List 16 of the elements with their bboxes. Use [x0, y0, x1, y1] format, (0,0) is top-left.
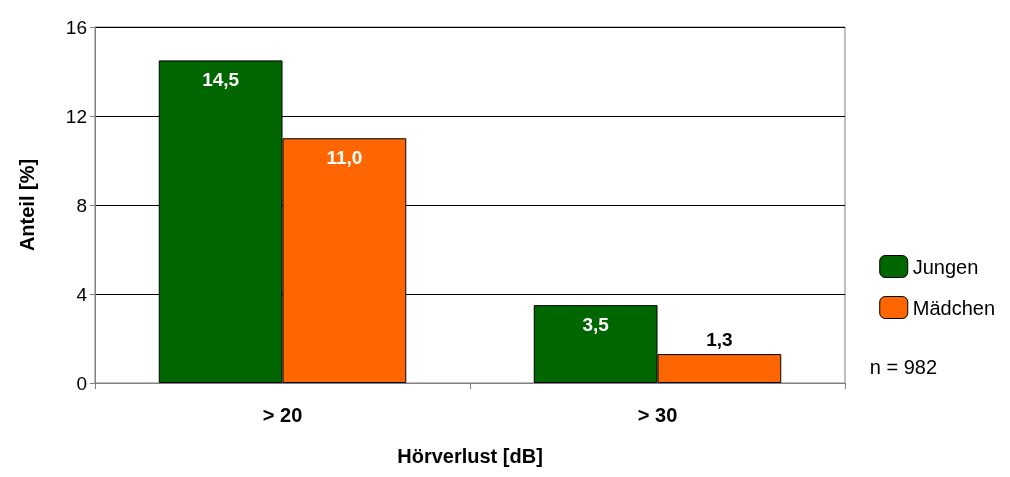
y-tick-label: 0 [76, 372, 87, 394]
legend-label: Jungen [912, 255, 979, 278]
x-tick-label: > 30 [637, 404, 678, 426]
y-tick-label: 16 [65, 16, 87, 38]
data-label: 1,3 [706, 329, 733, 351]
y-axis-title: Anteil [%] [16, 158, 38, 252]
data-label: 11,0 [326, 147, 363, 169]
y-tick-label: 12 [65, 105, 87, 127]
x-tick-label: > 20 [262, 404, 303, 426]
data-label: 14,5 [202, 69, 240, 91]
legend-label: Mädchen [912, 296, 996, 319]
x-axis-title: Hörverlust [dB] [397, 445, 543, 467]
text: n = 982 [869, 356, 938, 378]
data-label: 3,5 [582, 314, 610, 336]
y-tick-label: 4 [76, 283, 88, 305]
y-tick-label: 8 [76, 194, 87, 216]
